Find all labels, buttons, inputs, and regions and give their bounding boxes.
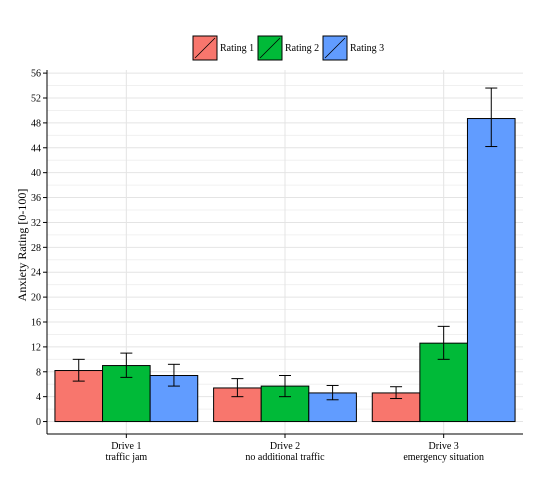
bar	[466, 118, 516, 423]
y-tick-label: 40	[31, 168, 41, 179]
x-tick-sublabel: traffic jam	[105, 452, 147, 463]
y-tick-label: 16	[31, 318, 41, 329]
y-tick-label: 28	[31, 243, 41, 254]
chart-legend: Rating 1 Rating 2 Rating 3	[192, 35, 384, 61]
legend-label: Rating 3	[350, 43, 384, 54]
y-tick-label: 48	[31, 118, 41, 129]
x-tick-label: Drive 1	[111, 441, 141, 452]
y-tick-label: 4	[36, 392, 41, 403]
legend-label: Rating 1	[220, 43, 254, 54]
y-axis-title: Anxiety Rating [0-100]	[15, 189, 29, 302]
y-tick-label: 0	[36, 417, 41, 428]
y-tick-label: 24	[31, 268, 41, 279]
bar	[149, 375, 199, 423]
y-tick-label: 12	[31, 342, 41, 353]
y-tick-label: 8	[36, 367, 41, 378]
error-bars-group	[72, 87, 498, 401]
y-tick-label: 20	[31, 293, 41, 304]
y-tick-label: 56	[31, 69, 41, 80]
bars-group	[54, 118, 516, 423]
x-tick-label: Drive 2	[270, 441, 300, 452]
legend-swatch-diagonal	[324, 37, 346, 59]
legend-label: Rating 2	[285, 43, 319, 54]
x-tick-sublabel: no additional traffic	[245, 452, 325, 463]
y-tick-label: 32	[31, 218, 41, 229]
y-tick-label: 44	[31, 143, 41, 154]
x-tick-sublabel: emergency situation	[403, 452, 484, 463]
legend-swatch-diagonal	[194, 37, 216, 59]
y-tick-label: 52	[31, 94, 41, 105]
y-tick-label: 36	[31, 193, 41, 204]
x-tick-label: Drive 3	[429, 441, 459, 452]
legend-swatch-diagonal	[259, 37, 281, 59]
